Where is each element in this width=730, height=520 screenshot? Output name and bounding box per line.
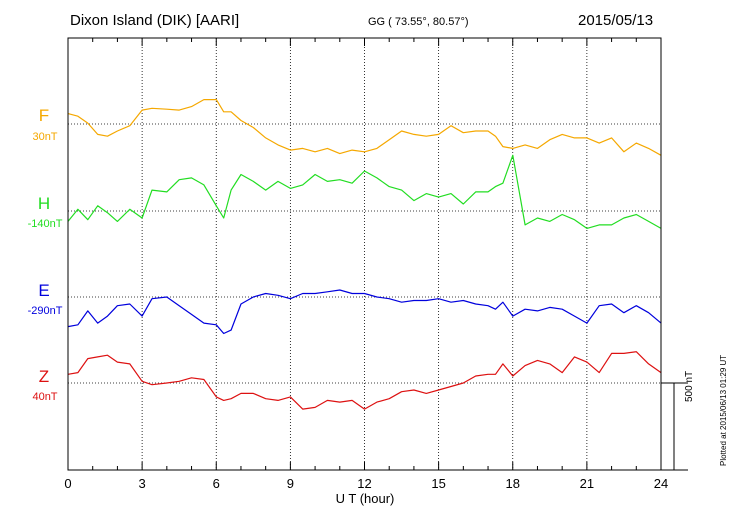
component-offset-f: 30nT — [32, 131, 58, 143]
component-label-e: E — [38, 281, 50, 300]
series-line-f — [67, 98, 662, 156]
component-offset-z: 40nT — [32, 391, 58, 403]
x-tick-label: 0 — [64, 476, 71, 491]
x-axis: 0 3 6 9 12 15 18 21 24 — [64, 38, 668, 491]
x-tick-label: 18 — [506, 476, 520, 491]
series-layer — [67, 98, 662, 410]
x-axis-label: U T (hour) — [335, 491, 395, 506]
x-tick-label: 24 — [654, 476, 668, 491]
component-offset-e: -290nT — [27, 305, 63, 317]
plotted-at-stamp: Plotted at 2015/06/13 01:29 UT — [719, 354, 728, 466]
plot-grid — [68, 38, 661, 470]
scale-bar-label: 500 nT — [684, 370, 695, 402]
series-line-e — [67, 289, 662, 335]
x-tick-label: 6 — [213, 476, 220, 491]
x-tick-label: 3 — [139, 476, 146, 491]
x-tick-label: 15 — [431, 476, 445, 491]
component-label-z: Z — [38, 367, 50, 386]
component-label-f: F — [38, 106, 50, 125]
x-tick-label: 9 — [287, 476, 294, 491]
x-tick-label: 21 — [580, 476, 594, 491]
series-line-z — [67, 351, 662, 410]
station-title: Dixon Island (DIK) [AARI] — [70, 12, 240, 29]
component-label-h: H — [37, 194, 51, 213]
plot-date: 2015/05/13 — [578, 12, 654, 29]
scale-bar — [661, 382, 688, 471]
component-offset-h: -140nT — [27, 218, 63, 230]
x-tick-label: 12 — [357, 476, 371, 491]
station-coords: GG ( 73.55°, 80.57°) — [368, 16, 469, 28]
series-line-h — [67, 154, 662, 229]
